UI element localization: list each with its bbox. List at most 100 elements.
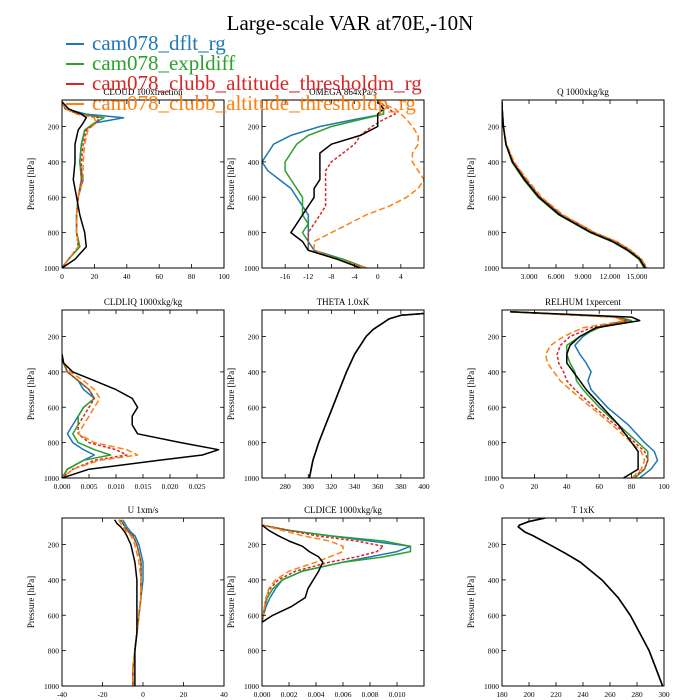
series-line-4 bbox=[308, 312, 424, 478]
series-line-2 bbox=[62, 101, 105, 268]
x-tick-label: 0.002 bbox=[281, 690, 298, 699]
y-axis-label: Pressure [hPa] bbox=[226, 158, 236, 210]
y-tick-label: 800 bbox=[488, 229, 500, 238]
series-line-2 bbox=[502, 101, 645, 268]
legend-item: cam078_clubb_altitude_thresholdp_rg bbox=[66, 91, 416, 115]
x-tick-label: 0.004 bbox=[308, 690, 325, 699]
y-tick-label: 800 bbox=[48, 229, 60, 238]
series-line-3 bbox=[517, 518, 664, 686]
series-line-4 bbox=[517, 518, 664, 686]
y-axis-label: Pressure [hPa] bbox=[466, 368, 476, 420]
series-line-5 bbox=[290, 101, 385, 268]
y-tick-label: 200 bbox=[248, 123, 260, 132]
panel-6: 0 20 40 60 80 100 200 400 600 800 1000 RELHUM 1xper… bbox=[466, 297, 670, 491]
y-axis-label: Pressure [hPa] bbox=[26, 158, 36, 210]
x-tick-label: 20 bbox=[531, 482, 539, 491]
panel-3: 3.000 6.000 9.000 12.000 15.000 200 400 600 800 1… bbox=[466, 87, 665, 281]
series-line-1 bbox=[517, 518, 664, 686]
x-tick-label: 0 bbox=[60, 272, 64, 281]
y-tick-label: 800 bbox=[488, 647, 500, 656]
y-axis-label: Pressure [hPa] bbox=[26, 576, 36, 628]
x-tick-label: 0.000 bbox=[254, 690, 271, 699]
legend-item: cam078_expldiff bbox=[66, 51, 235, 75]
y-tick-label: 400 bbox=[48, 576, 60, 585]
y-tick-label: 1000 bbox=[244, 474, 259, 483]
x-tick-label: 12.000 bbox=[600, 272, 621, 281]
x-tick-label: 0.000 bbox=[54, 482, 71, 491]
x-tick-label: 300 bbox=[658, 690, 670, 699]
plot-frame bbox=[501, 309, 665, 479]
series-line-3 bbox=[118, 519, 142, 686]
series-line-2 bbox=[284, 101, 385, 268]
series-line-1 bbox=[262, 101, 385, 268]
series-line-2 bbox=[308, 312, 424, 478]
y-tick-label: 800 bbox=[248, 439, 260, 448]
series-line-5 bbox=[502, 101, 646, 268]
y-tick-label: 200 bbox=[48, 541, 60, 550]
series-line-1 bbox=[502, 101, 647, 268]
series-line-5 bbox=[62, 101, 88, 268]
x-tick-label: 300 bbox=[303, 482, 315, 491]
x-tick-label: 0 bbox=[500, 482, 504, 491]
x-tick-label: 340 bbox=[349, 482, 361, 491]
y-axis-label: Pressure [hPa] bbox=[26, 368, 36, 420]
x-tick-label: -20 bbox=[98, 690, 108, 699]
panel-title: U 1xm/s bbox=[128, 505, 159, 515]
plot-frame bbox=[61, 309, 225, 479]
x-tick-label: 0 bbox=[141, 690, 145, 699]
y-tick-label: 600 bbox=[488, 193, 500, 202]
series-line-3 bbox=[502, 101, 648, 268]
series-line-4 bbox=[313, 101, 424, 268]
y-tick-label: 600 bbox=[48, 611, 60, 620]
series-line-1 bbox=[308, 312, 424, 478]
series-line-4 bbox=[62, 354, 139, 478]
x-tick-label: 40 bbox=[123, 272, 131, 281]
series-line-4 bbox=[502, 101, 648, 268]
panel-4: 0.000 0.005 0.010 0.015 0.020 0.025 200 400 600 8… bbox=[26, 297, 225, 491]
y-tick-label: 400 bbox=[48, 158, 60, 167]
x-tick-label: 320 bbox=[326, 482, 338, 491]
x-tick-label: 0.006 bbox=[335, 690, 352, 699]
series-line-3 bbox=[307, 101, 396, 268]
y-tick-label: 1000 bbox=[44, 264, 59, 273]
series-line-5 bbox=[114, 519, 138, 686]
y-tick-label: 600 bbox=[488, 611, 500, 620]
plot-frame bbox=[501, 517, 665, 687]
series-line-5 bbox=[62, 354, 220, 478]
x-tick-label: -8 bbox=[328, 272, 334, 281]
panel-title: RELHUM 1xpercent bbox=[545, 297, 621, 307]
legend: cam078_dflt_rgcam078_expldiffcam078_club… bbox=[66, 31, 422, 115]
plot-frame bbox=[261, 517, 425, 687]
legend-item: cam078_dflt_rg bbox=[66, 31, 226, 55]
panel-title: CLOUD 100xfraction bbox=[103, 87, 183, 97]
x-tick-label: 40 bbox=[563, 482, 571, 491]
y-tick-label: 400 bbox=[248, 576, 260, 585]
y-tick-label: 1000 bbox=[44, 682, 59, 691]
x-tick-label: -12 bbox=[303, 272, 313, 281]
plot-frame bbox=[61, 99, 225, 269]
panel-title: CLDICE 1000xkg/kg bbox=[304, 505, 382, 515]
x-tick-label: 60 bbox=[595, 482, 603, 491]
y-tick-label: 600 bbox=[488, 403, 500, 412]
legend-item: cam078_clubb_altitude_thresholdm_rg bbox=[66, 71, 422, 95]
y-tick-label: 800 bbox=[248, 647, 260, 656]
legend-label: cam078_dflt_rg bbox=[92, 31, 226, 55]
series-line-4 bbox=[510, 311, 646, 478]
series-line-5 bbox=[517, 518, 664, 686]
y-tick-label: 200 bbox=[488, 123, 500, 132]
y-tick-label: 400 bbox=[488, 576, 500, 585]
series-line-3 bbox=[510, 311, 649, 478]
y-axis-label: Pressure [hPa] bbox=[466, 158, 476, 210]
x-tick-label: 9.000 bbox=[575, 272, 592, 281]
panel-2: -16 -12 -8 -4 0 4 200 400 600 800 1000 OMEGA 864xPa… bbox=[226, 87, 425, 281]
y-tick-label: 200 bbox=[48, 123, 60, 132]
x-tick-label: 380 bbox=[395, 482, 407, 491]
x-tick-label: 0 bbox=[376, 272, 380, 281]
x-tick-label: 360 bbox=[372, 482, 384, 491]
x-tick-label: 15.000 bbox=[627, 272, 648, 281]
x-tick-label: 100 bbox=[218, 272, 230, 281]
x-tick-label: 20 bbox=[180, 690, 188, 699]
x-tick-label: 0.008 bbox=[362, 690, 379, 699]
y-axis-label: Pressure [hPa] bbox=[466, 576, 476, 628]
x-tick-label: 240 bbox=[577, 690, 589, 699]
